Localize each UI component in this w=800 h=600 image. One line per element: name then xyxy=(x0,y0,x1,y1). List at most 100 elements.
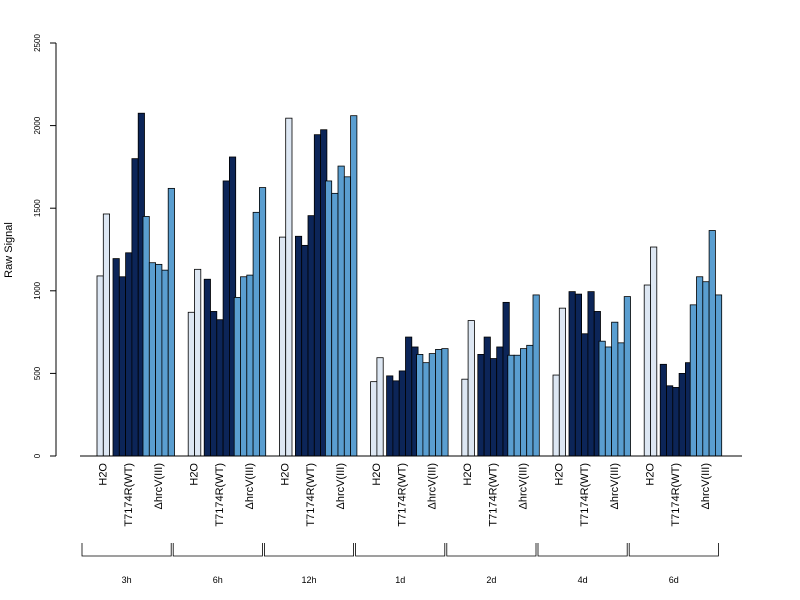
bar xyxy=(467,320,475,457)
bar xyxy=(392,380,400,457)
treatment-label: ΔhrcV(III) xyxy=(700,463,712,509)
bar xyxy=(222,180,230,457)
bar xyxy=(167,187,175,457)
bar xyxy=(331,192,339,457)
bar xyxy=(617,342,625,457)
bar xyxy=(142,216,150,457)
bar xyxy=(131,158,139,457)
treatment-label: ΔhrcV(III) xyxy=(518,463,530,509)
treatment-label: H2O xyxy=(645,463,657,486)
bar xyxy=(483,336,491,457)
treatment-label: ΔhrcV(III) xyxy=(609,463,621,509)
bar xyxy=(604,346,612,457)
bar xyxy=(532,294,540,457)
bar xyxy=(258,187,267,457)
bar xyxy=(203,278,211,457)
bar xyxy=(233,297,241,457)
treatment-label: H2O xyxy=(97,463,109,486)
bar xyxy=(552,374,560,457)
bar xyxy=(513,354,521,457)
bar xyxy=(307,215,315,457)
timepoint-group-6d xyxy=(643,230,723,457)
timepoint-bracket xyxy=(537,543,628,557)
timepoint-group-1d xyxy=(370,336,449,457)
y-tick-label: 2000 xyxy=(33,116,42,134)
bar xyxy=(689,304,697,457)
bar xyxy=(581,333,589,457)
treatment-label: H2O xyxy=(280,463,292,486)
bar xyxy=(611,321,619,457)
bar xyxy=(696,276,704,457)
treatment-labels: H2O T7174R(WT) ΔhrcV(III) H2O T7174R(WT) Δhrc… xyxy=(97,463,712,527)
bar xyxy=(461,378,469,457)
timepoint-bracket xyxy=(355,543,446,557)
bar xyxy=(574,293,582,457)
bar xyxy=(96,275,104,457)
bar xyxy=(210,311,218,457)
treatment-label: T7174R(WT) xyxy=(123,463,135,527)
bar xyxy=(507,354,515,457)
timepoint-brackets: 3h 6h 12h 1d 2d 4d 6d xyxy=(81,543,719,585)
bar xyxy=(350,115,358,457)
treatment-label: H2O xyxy=(189,463,201,486)
timepoint-group-4d xyxy=(552,291,631,457)
bar xyxy=(187,311,195,457)
timepoint-label: 3h xyxy=(122,575,132,585)
timepoint-label: 6h xyxy=(213,575,223,585)
y-tick-label: 1000 xyxy=(33,281,42,299)
bar xyxy=(587,291,595,457)
bar xyxy=(246,274,254,457)
bar xyxy=(118,276,127,457)
treatment-label: T7174R(WT) xyxy=(579,463,591,527)
bar xyxy=(666,385,674,457)
bar xyxy=(441,348,449,457)
treatment-label: ΔhrcV(III) xyxy=(426,463,438,509)
timepoint-label: 12h xyxy=(301,575,316,585)
bar xyxy=(672,387,680,457)
y-tick-label: 500 xyxy=(33,366,42,380)
timepoint-label: 2d xyxy=(486,575,496,585)
bar xyxy=(435,349,443,457)
treatment-label: H2O xyxy=(462,463,474,486)
bar xyxy=(405,336,413,457)
bar xyxy=(337,165,345,457)
bar xyxy=(112,258,120,457)
bar xyxy=(715,294,723,457)
bars xyxy=(96,112,723,457)
bar xyxy=(278,236,287,457)
bar xyxy=(102,213,111,457)
y-axis-label: Raw Signal xyxy=(3,222,15,278)
treatment-label: ΔhrcV(III) xyxy=(244,463,256,509)
bar xyxy=(598,340,606,457)
bar xyxy=(376,357,384,457)
timepoint-bracket xyxy=(628,543,719,557)
y-axis: 0 500 1000 1500 2000 2500 xyxy=(33,34,57,458)
timepoint-label: 6d xyxy=(669,575,679,585)
timepoint-bracket xyxy=(172,543,263,557)
treatment-label: T7174R(WT) xyxy=(214,463,226,527)
bar xyxy=(643,284,651,457)
bar xyxy=(252,211,260,457)
bar xyxy=(343,176,351,457)
timepoint-group-6h xyxy=(187,156,267,457)
bar xyxy=(155,263,163,457)
bar xyxy=(496,346,504,457)
bar xyxy=(568,291,576,457)
timepoint-group-3h xyxy=(96,112,175,457)
bar xyxy=(125,252,133,457)
bar xyxy=(313,134,321,457)
timepoint-bracket xyxy=(446,543,537,557)
bar xyxy=(422,362,430,457)
treatment-label: T7174R(WT) xyxy=(305,463,317,527)
y-tick-label: 1500 xyxy=(33,199,42,217)
treatment-label: ΔhrcV(III) xyxy=(335,463,347,509)
y-tick-label: 0 xyxy=(33,453,42,458)
bar xyxy=(477,354,485,457)
bar xyxy=(678,372,686,457)
bar xyxy=(520,348,528,457)
bar xyxy=(301,244,309,457)
treatment-label: H2O xyxy=(371,463,383,486)
timepoint-label: 1d xyxy=(395,575,405,585)
bar xyxy=(526,344,534,457)
